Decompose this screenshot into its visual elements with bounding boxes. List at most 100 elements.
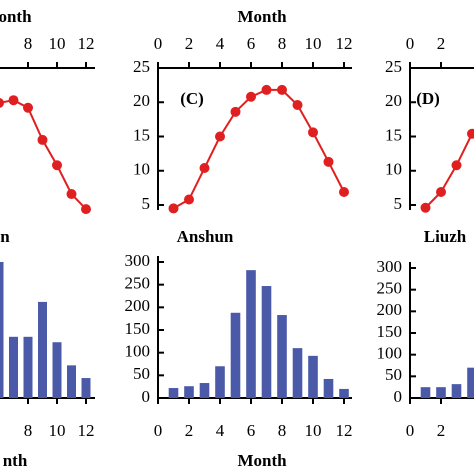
x-axis-label: onth	[0, 7, 32, 26]
x-tick-label: 8	[278, 34, 287, 53]
point	[37, 134, 48, 145]
x-tick-label: 12	[78, 421, 95, 440]
point	[215, 131, 225, 142]
x-tick-label: 8	[278, 421, 287, 440]
x-tick-label: 8	[24, 34, 33, 53]
point	[436, 186, 446, 197]
bar	[81, 378, 91, 398]
panel-title: Anshun	[177, 227, 234, 246]
x-tick-label: 2	[185, 421, 194, 440]
x-tick-label: 0	[154, 34, 163, 53]
y-tick-label: 150	[125, 319, 151, 338]
y-tick-label: 5	[394, 194, 403, 213]
y-tick-label: 100	[377, 344, 403, 363]
y-tick-label: 15	[133, 125, 150, 144]
point	[184, 194, 194, 205]
bar	[184, 386, 194, 398]
bar	[9, 336, 18, 398]
point	[230, 106, 241, 117]
point	[81, 204, 91, 215]
x-tick-label: 4	[216, 34, 225, 53]
y-tick-label: 250	[125, 274, 151, 293]
point	[66, 189, 77, 200]
y-tick-label: 15	[385, 125, 402, 144]
bar	[215, 366, 225, 398]
x-tick-label: 6	[247, 421, 256, 440]
point	[52, 160, 62, 171]
y-tick-label: 50	[133, 364, 150, 383]
x-axis-label: Month	[237, 451, 287, 470]
y-tick-label: 300	[125, 251, 151, 270]
point	[261, 84, 272, 95]
point	[451, 160, 462, 171]
bar	[52, 342, 62, 398]
bar	[230, 312, 241, 398]
y-tick-label: 250	[377, 279, 403, 298]
x-tick-label: 12	[336, 421, 353, 440]
point	[0, 98, 4, 108]
y-tick-label: 200	[125, 296, 151, 315]
panel-label: (D)	[416, 89, 440, 108]
point	[199, 163, 210, 174]
y-tick-label: 300	[377, 257, 403, 276]
y-tick-label: 5	[142, 194, 151, 213]
x-tick-label: 2	[185, 34, 194, 53]
panel-title: n	[0, 227, 10, 246]
x-tick-label: 0	[154, 421, 163, 440]
bar	[246, 270, 256, 398]
y-tick-label: 25	[385, 57, 402, 76]
bar	[292, 348, 303, 398]
y-tick-label: 20	[133, 91, 150, 110]
x-tick-label: 2	[437, 34, 446, 53]
y-tick-label: 20	[385, 91, 402, 110]
x-tick-label: 8	[24, 421, 33, 440]
x-tick-label: 0	[406, 421, 415, 440]
series-line	[173, 88, 345, 210]
y-tick-label: 0	[394, 387, 403, 406]
bar	[261, 286, 272, 398]
x-tick-label: 6	[247, 34, 256, 53]
bar	[467, 367, 474, 398]
y-tick-label: 25	[133, 57, 150, 76]
bar	[0, 262, 4, 398]
x-tick-label: 10	[49, 34, 66, 53]
bar	[339, 388, 349, 398]
x-tick-label: 10	[305, 34, 322, 53]
y-tick-label: 150	[377, 322, 403, 341]
panel-label: (C)	[180, 89, 204, 108]
point	[420, 202, 431, 213]
x-tick-label: 12	[336, 34, 353, 53]
point	[292, 99, 303, 110]
x-tick-label: 12	[78, 34, 95, 53]
x-axis-label: Month	[237, 7, 287, 26]
bar	[277, 315, 287, 398]
series-line	[424, 133, 473, 209]
y-tick-label: 0	[142, 387, 151, 406]
point	[323, 156, 334, 167]
y-tick-label: 10	[385, 160, 402, 179]
y-tick-label: 200	[377, 300, 403, 319]
y-tick-label: 50	[385, 365, 402, 384]
bar	[38, 301, 47, 398]
point	[308, 127, 318, 138]
y-tick-label: 100	[125, 342, 151, 361]
y-tick-label: 10	[133, 160, 150, 179]
point	[23, 102, 33, 113]
bar	[436, 387, 446, 398]
bar	[308, 355, 318, 398]
point	[168, 203, 179, 214]
point	[8, 95, 19, 106]
x-tick-label: 4	[216, 421, 225, 440]
point	[277, 84, 287, 95]
bar	[168, 388, 179, 398]
panel-title: Liuzh	[424, 227, 467, 246]
bar	[451, 384, 462, 398]
bar	[67, 365, 76, 398]
x-tick-label: 10	[305, 421, 322, 440]
x-tick-label: 10	[49, 421, 66, 440]
bar	[23, 336, 33, 398]
point	[467, 128, 474, 139]
x-tick-label: 0	[406, 34, 415, 53]
x-tick-label: 2	[437, 421, 446, 440]
